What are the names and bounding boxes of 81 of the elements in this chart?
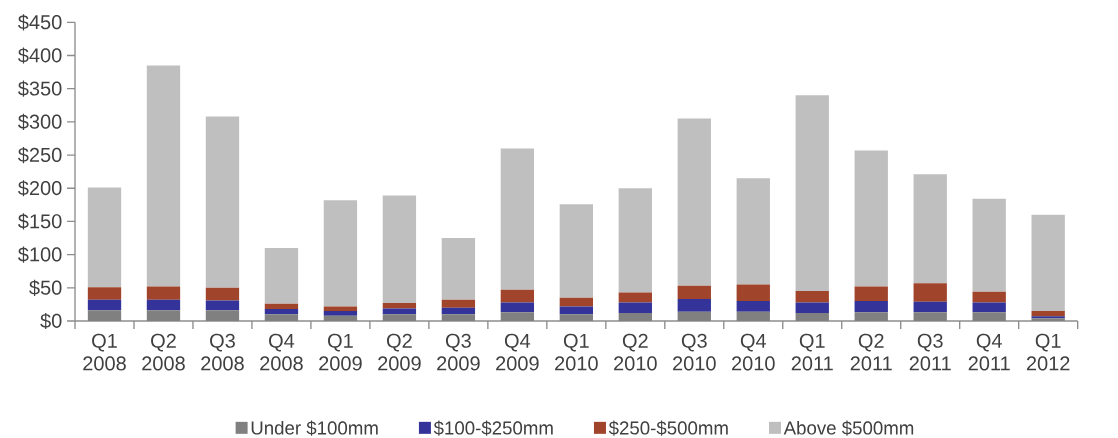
bar	[559, 297, 593, 307]
bar	[972, 198, 1006, 292]
y-tick-label: $450	[18, 14, 62, 31]
bar	[441, 238, 476, 300]
bar	[382, 308, 417, 315]
bar	[500, 148, 535, 290]
bar	[323, 200, 358, 307]
x-tick-label: Q3 2010	[673, 333, 716, 371]
bar	[500, 302, 535, 313]
bar	[205, 300, 240, 311]
bar	[87, 299, 122, 311]
x-tick-label: Q2 2009	[378, 333, 421, 371]
bar	[264, 309, 299, 315]
bar	[972, 302, 1006, 313]
bar	[146, 65, 181, 287]
bar	[913, 174, 947, 284]
x-tick-label: Q4 2009	[496, 333, 539, 371]
legend-label: Above $500mm	[783, 420, 914, 436]
bar	[146, 286, 181, 300]
bar	[736, 301, 770, 312]
bar	[677, 285, 711, 300]
bar	[1031, 311, 1065, 317]
x-tick-label: Q2 2010	[614, 333, 657, 371]
bar	[972, 291, 1006, 303]
bar	[677, 299, 711, 312]
bar	[441, 307, 476, 315]
bar	[618, 188, 652, 293]
y-tick-label: $0	[40, 312, 62, 330]
x-tick-label: Q4 2011	[968, 333, 1010, 371]
x-tick-label: Q3 2011	[909, 333, 951, 371]
bar	[500, 289, 535, 303]
bar	[87, 187, 122, 288]
x-tick-label: Q3 2009	[437, 333, 480, 371]
bar	[382, 303, 417, 309]
x-tick-label: Q2 2008	[142, 333, 185, 371]
y-tick-label: $100	[18, 246, 62, 263]
bar	[1031, 214, 1065, 312]
bar	[323, 311, 358, 316]
y-tick-label: $250	[18, 146, 62, 164]
bar	[913, 283, 947, 302]
legend-label: Under $100mm	[251, 420, 378, 436]
bar	[618, 292, 652, 303]
legend-label: $250-$500mm	[608, 420, 728, 436]
x-tick-label: Q1 2011	[791, 333, 833, 371]
x-tick-label: Q1 2009	[319, 333, 362, 371]
bar	[618, 302, 652, 314]
bar	[205, 287, 240, 301]
y-tick-label: $300	[18, 113, 62, 130]
bar	[382, 195, 417, 304]
x-tick-label: Q2 2011	[850, 333, 892, 371]
y-tick-label: $50	[29, 279, 62, 296]
bar	[264, 247, 299, 304]
legend-label: $100-$250mm	[433, 420, 553, 436]
bar	[87, 287, 122, 300]
x-tick-label: Q1 2008	[83, 333, 126, 371]
y-tick-label: $200	[18, 180, 62, 197]
bar	[854, 150, 888, 287]
bar	[795, 291, 829, 303]
bar	[854, 301, 888, 313]
bar	[441, 299, 476, 308]
bar	[736, 284, 770, 302]
bar	[559, 306, 593, 315]
y-tick-label: $350	[18, 80, 62, 97]
bar	[795, 302, 829, 314]
x-tick-label: Q4 2008	[260, 333, 303, 371]
x-tick-label: Q1 2010	[555, 333, 598, 371]
x-tick-label: Q4 2010	[732, 333, 775, 371]
x-tick-label: Q3 2008	[201, 333, 244, 371]
bar	[559, 204, 593, 298]
bar	[146, 299, 181, 311]
y-tick-label: $150	[18, 213, 62, 230]
x-tick-label: Q1 2012	[1026, 333, 1070, 371]
bar	[205, 116, 240, 288]
bar	[264, 303, 299, 310]
bar	[736, 178, 770, 285]
bar	[677, 118, 711, 286]
bar	[913, 301, 947, 313]
y-tick-label: $400	[18, 47, 62, 64]
bar	[854, 286, 888, 302]
bar	[795, 95, 829, 292]
bar	[323, 306, 358, 312]
